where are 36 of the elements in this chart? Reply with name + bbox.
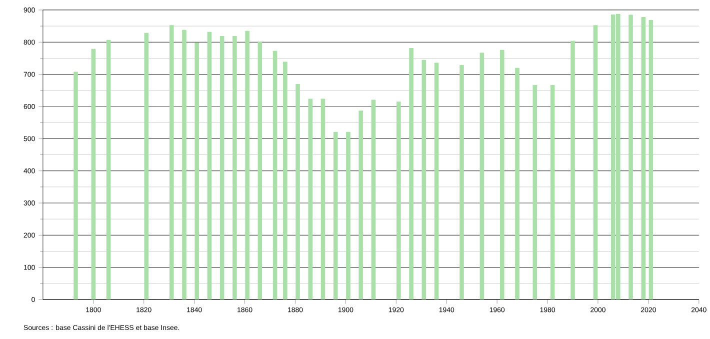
bar	[308, 98, 313, 300]
bar	[144, 32, 149, 300]
bar	[641, 16, 646, 300]
bar	[283, 62, 288, 300]
bar	[182, 30, 186, 300]
bar	[91, 48, 96, 300]
bar	[272, 50, 278, 300]
bar	[220, 36, 224, 300]
bar	[169, 24, 174, 300]
bar	[396, 101, 401, 300]
bar	[358, 110, 363, 300]
bar	[371, 100, 376, 300]
bar	[460, 64, 464, 300]
bar	[500, 50, 504, 300]
bar	[532, 84, 538, 300]
bar	[550, 84, 555, 300]
bar	[194, 42, 199, 300]
bar	[232, 36, 237, 300]
bar	[628, 14, 633, 300]
bar	[258, 42, 262, 300]
bar	[245, 30, 250, 300]
bar	[320, 98, 326, 300]
bar	[570, 40, 575, 300]
bar	[207, 32, 212, 300]
bar	[346, 132, 350, 300]
bar	[434, 62, 439, 300]
bar	[648, 20, 654, 300]
bar	[480, 52, 484, 300]
bar	[409, 48, 414, 300]
bar	[74, 72, 78, 300]
bar	[333, 132, 338, 300]
bar	[106, 40, 111, 300]
bar	[422, 60, 426, 300]
bar	[593, 24, 598, 300]
bar	[296, 84, 300, 300]
bar	[515, 68, 520, 300]
